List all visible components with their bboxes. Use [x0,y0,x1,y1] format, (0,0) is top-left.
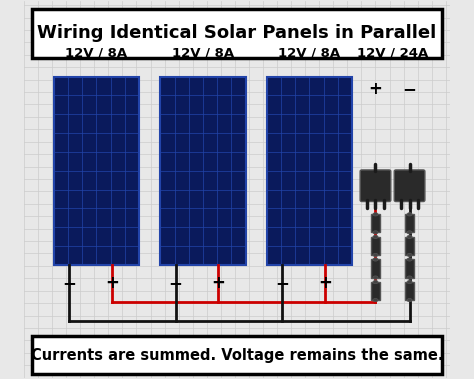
Ellipse shape [373,299,378,302]
Text: −: − [402,80,417,99]
FancyBboxPatch shape [33,336,441,374]
FancyBboxPatch shape [394,170,425,202]
Bar [54,77,139,265]
Text: Wiring Identical Solar Panels in Parallel: Wiring Identical Solar Panels in Paralle… [37,24,437,42]
Text: 12V / 8A: 12V / 8A [278,47,340,60]
Ellipse shape [407,235,412,238]
Ellipse shape [407,258,412,261]
Text: 12V / 24A: 12V / 24A [357,47,428,60]
Bar [160,77,246,265]
Ellipse shape [407,280,412,283]
Ellipse shape [373,231,378,234]
Text: 12V / 8A: 12V / 8A [65,47,128,60]
Bar [371,237,380,255]
FancyBboxPatch shape [360,170,391,202]
Text: +: + [211,274,225,292]
Ellipse shape [373,235,378,238]
Text: −: − [275,274,289,292]
Ellipse shape [407,276,412,279]
Ellipse shape [407,213,412,216]
Ellipse shape [407,231,412,234]
Bar [405,237,414,255]
Text: −: − [169,274,182,292]
Ellipse shape [407,253,412,257]
Bar [371,260,380,277]
Text: +: + [318,274,332,292]
Ellipse shape [373,213,378,216]
FancyBboxPatch shape [33,9,441,58]
Text: 12V / 8A: 12V / 8A [172,47,234,60]
Text: −: − [62,274,76,292]
Ellipse shape [373,276,378,279]
Bar [405,260,414,277]
Bar [371,215,380,232]
Ellipse shape [373,253,378,257]
Bar [371,282,380,300]
Bar [267,77,352,265]
Ellipse shape [407,299,412,302]
Text: +: + [369,80,383,99]
Bar [405,282,414,300]
Ellipse shape [373,258,378,261]
Ellipse shape [373,280,378,283]
Bar [405,215,414,232]
Text: +: + [105,274,118,292]
Text: Currents are summed. Voltage remains the same.: Currents are summed. Voltage remains the… [31,348,443,363]
